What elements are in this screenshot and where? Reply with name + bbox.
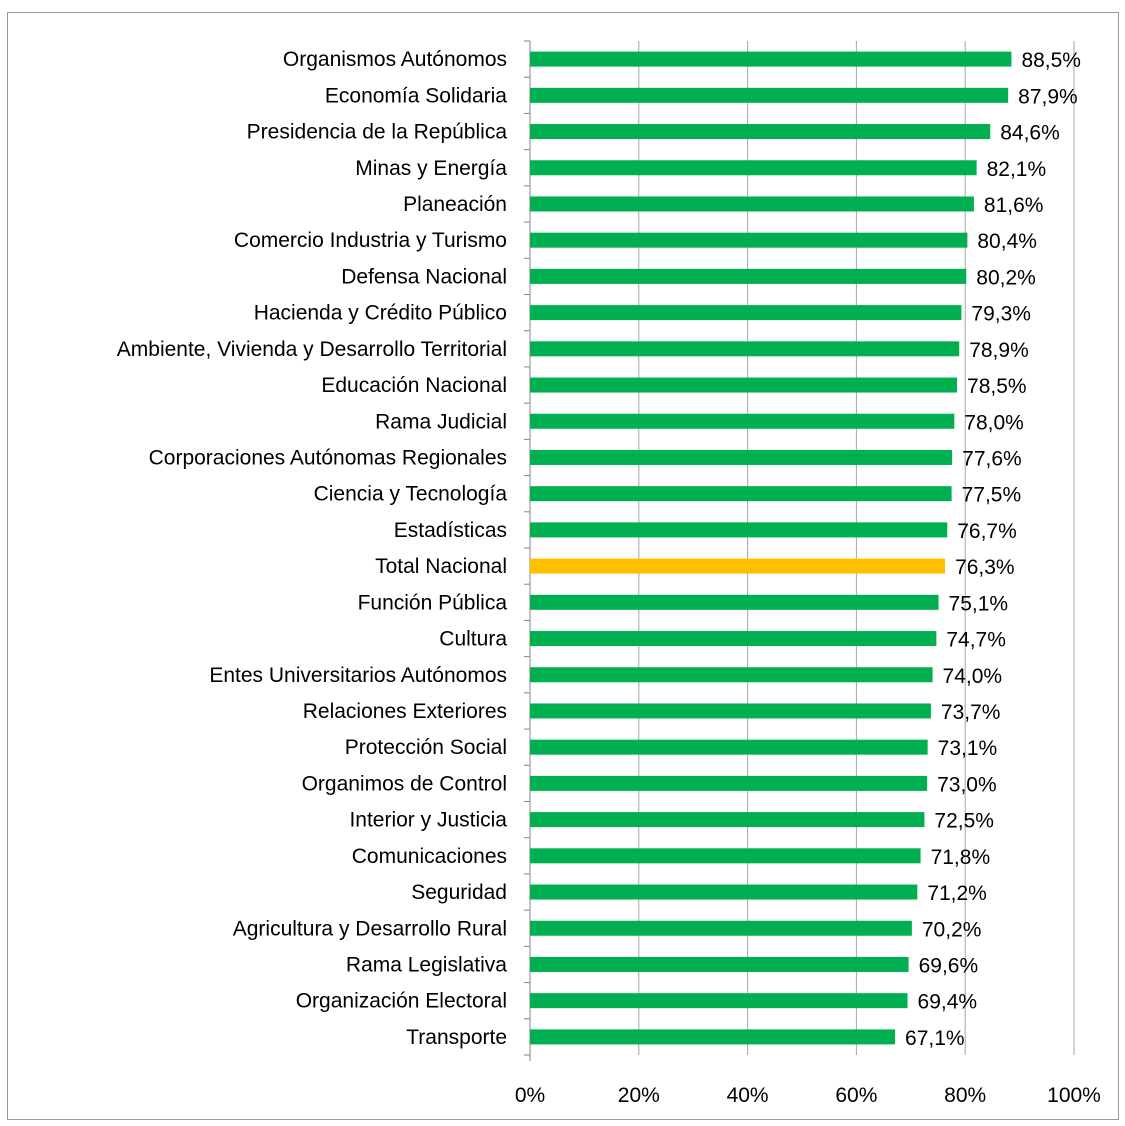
category-label: Interior y Justicia: [349, 809, 507, 832]
x-tick-label: 80%: [944, 1084, 986, 1107]
data-label: 67,1%: [905, 1027, 965, 1050]
bar: [530, 594, 939, 610]
data-label: 80,2%: [976, 266, 1036, 289]
bar: [530, 703, 931, 719]
category-label: Defensa Nacional: [341, 265, 507, 288]
category-label: Función Pública: [358, 591, 508, 614]
x-tick-label: 20%: [618, 1084, 660, 1107]
data-label: 78,0%: [964, 411, 1024, 434]
bar: [530, 232, 968, 248]
x-tick-label: 40%: [727, 1084, 769, 1107]
data-label: 77,5%: [962, 484, 1022, 507]
data-label: 75,1%: [949, 592, 1009, 615]
category-label: Organismos Autónomos: [283, 48, 507, 71]
data-label: 70,2%: [922, 918, 982, 941]
data-label: 73,7%: [941, 701, 1001, 724]
x-tick-label: 60%: [835, 1084, 877, 1107]
category-label: Economía Solidaria: [325, 84, 507, 107]
category-label: Planeación: [403, 193, 507, 216]
data-label: 80,4%: [977, 230, 1037, 253]
data-label: 87,9%: [1018, 85, 1078, 108]
category-label: Transporte: [406, 1026, 507, 1049]
data-label: 81,6%: [984, 194, 1044, 217]
category-label: Estadísticas: [394, 519, 507, 542]
bar: [530, 268, 967, 284]
category-label: Comunicaciones: [352, 845, 507, 868]
data-label: 79,3%: [971, 303, 1031, 326]
bar: [530, 667, 933, 683]
data-label: 76,3%: [955, 556, 1015, 579]
data-label: 69,6%: [919, 954, 979, 977]
category-label: Organización Electoral: [296, 990, 507, 1013]
data-label: 74,0%: [943, 665, 1003, 688]
bar: [530, 812, 925, 828]
bar: [530, 558, 946, 574]
bar: [530, 341, 960, 357]
bar: [530, 993, 908, 1009]
bar: [530, 775, 928, 791]
data-label: 71,8%: [931, 846, 991, 869]
category-label: Corporaciones Autónomas Regionales: [149, 446, 507, 469]
bar: [530, 160, 977, 176]
data-label: 74,7%: [946, 629, 1006, 652]
category-label: Agricultura y Desarrollo Rural: [233, 917, 507, 940]
bar: [530, 884, 918, 900]
bar: [530, 51, 1012, 67]
data-label: 82,1%: [987, 158, 1047, 181]
category-label: Protección Social: [345, 736, 507, 759]
data-label: 73,1%: [938, 737, 998, 760]
data-label: 77,6%: [962, 447, 1022, 470]
category-label: Organimos de Control: [302, 772, 507, 795]
category-label: Relaciones Exteriores: [303, 700, 507, 723]
category-label: Entes Universitarios Autónomos: [209, 664, 507, 687]
bar: [530, 449, 953, 465]
bar: [530, 413, 955, 429]
data-label: 78,5%: [967, 375, 1027, 398]
chart-frame: Organismos Autónomos 88,5% Economía Solida…: [7, 12, 1119, 1120]
data-label: 76,7%: [957, 520, 1017, 543]
bar: [530, 1029, 896, 1045]
category-label: Rama Judicial: [375, 410, 507, 433]
bar: [530, 631, 937, 647]
x-tick-label: 100%: [1047, 1084, 1101, 1107]
bar: [530, 196, 974, 212]
bar: [530, 522, 948, 538]
category-label: Presidencia de la República: [247, 121, 508, 144]
category-label: Seguridad: [411, 881, 507, 904]
category-label: Hacienda y Crédito Público: [254, 302, 507, 325]
bar: [530, 87, 1009, 103]
bar: [530, 305, 962, 321]
data-label: 71,2%: [927, 882, 987, 905]
bar: [530, 377, 958, 393]
category-label: Minas y Energía: [355, 157, 507, 180]
category-label: Ciencia y Tecnología: [314, 483, 508, 506]
data-label: 73,0%: [937, 773, 997, 796]
category-label: Cultura: [439, 628, 507, 651]
x-tick-label: 0%: [515, 1084, 545, 1107]
bar: [530, 848, 921, 864]
category-label: Rama Legislativa: [346, 953, 507, 976]
category-label: Comercio Industria y Turismo: [234, 229, 507, 252]
bar: [530, 486, 952, 502]
data-label: 72,5%: [934, 810, 994, 833]
bar: [530, 956, 909, 972]
bar: [530, 920, 912, 936]
category-label: Total Nacional: [375, 555, 507, 578]
category-label: Educación Nacional: [321, 374, 507, 397]
category-label: Ambiente, Vivienda y Desarrollo Territor…: [117, 338, 507, 361]
data-label: 69,4%: [918, 991, 978, 1014]
data-label: 88,5%: [1021, 49, 1081, 72]
bar-chart: Organismos Autónomos 88,5% Economía Solida…: [117, 40, 1101, 1107]
bar: [530, 124, 991, 140]
data-label: 78,9%: [969, 339, 1029, 362]
bar: [530, 739, 928, 755]
data-label: 84,6%: [1000, 122, 1060, 145]
